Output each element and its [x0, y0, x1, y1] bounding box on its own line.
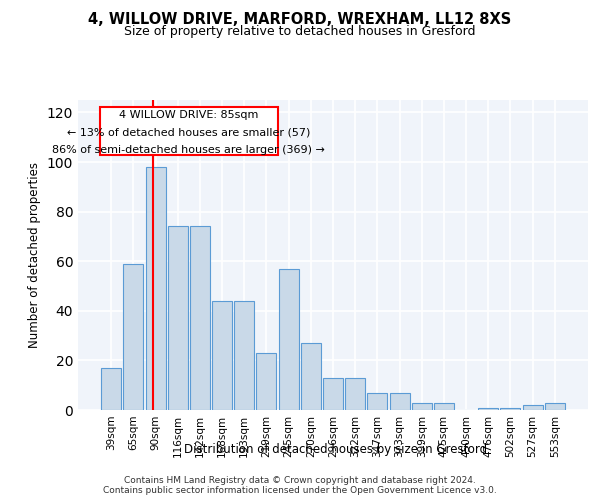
Bar: [146, 167, 166, 410]
Bar: [234, 301, 254, 410]
Text: 4, WILLOW DRIVE, MARFORD, WREXHAM, LL12 8XS: 4, WILLOW DRIVE, MARFORD, WREXHAM, LL12 …: [88, 12, 512, 28]
Bar: [523, 405, 542, 410]
Bar: [478, 408, 498, 410]
Text: Contains HM Land Registry data © Crown copyright and database right 2024.
Contai: Contains HM Land Registry data © Crown c…: [103, 476, 497, 495]
Text: 86% of semi-detached houses are larger (369) →: 86% of semi-detached houses are larger (…: [52, 144, 325, 154]
Text: 4 WILLOW DRIVE: 85sqm: 4 WILLOW DRIVE: 85sqm: [119, 110, 259, 120]
Bar: [278, 268, 299, 410]
Bar: [500, 408, 520, 410]
Bar: [101, 368, 121, 410]
Bar: [190, 226, 210, 410]
Bar: [367, 392, 388, 410]
Bar: [301, 343, 321, 410]
Text: ← 13% of detached houses are smaller (57): ← 13% of detached houses are smaller (57…: [67, 128, 310, 138]
Bar: [345, 378, 365, 410]
Bar: [389, 392, 410, 410]
Bar: [256, 353, 277, 410]
Bar: [323, 378, 343, 410]
Bar: [168, 226, 188, 410]
FancyBboxPatch shape: [100, 108, 278, 154]
Bar: [545, 402, 565, 410]
Bar: [412, 402, 432, 410]
Bar: [434, 402, 454, 410]
Text: Size of property relative to detached houses in Gresford: Size of property relative to detached ho…: [124, 25, 476, 38]
Text: Distribution of detached houses by size in Gresford: Distribution of detached houses by size …: [184, 442, 488, 456]
Bar: [212, 301, 232, 410]
Bar: [124, 264, 143, 410]
Y-axis label: Number of detached properties: Number of detached properties: [28, 162, 41, 348]
